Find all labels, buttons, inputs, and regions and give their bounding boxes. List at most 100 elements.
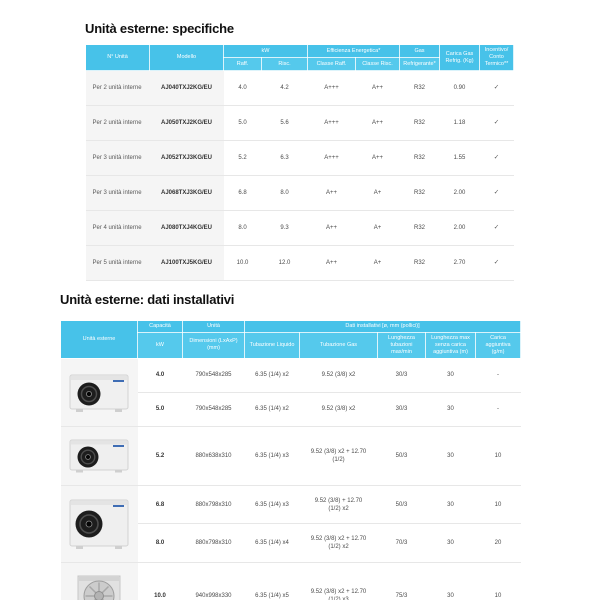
- cell-kw-risc: 8.0: [261, 175, 308, 211]
- table-row: Per 3 unità interne AJ068TXJ3KG/EU 6.8 8…: [85, 175, 514, 211]
- cell-carica-gas: 1.18: [439, 105, 480, 141]
- header-group-kw: kW: [222, 44, 309, 58]
- cell-classe-risc: A++: [355, 105, 400, 141]
- cell-carica-aggiuntiva: 10: [475, 562, 521, 600]
- cell-refrigerante: R32: [399, 245, 440, 281]
- cell-dimensioni: 790x548x285: [182, 358, 245, 393]
- header-risc: Risc.: [260, 57, 309, 71]
- table-row: 5.0 790x548x285 6.35 (1/4) x2 9.52 (3/8)…: [61, 392, 521, 427]
- table-row: 5.2 880x638x310 6.35 (1/4) x3 9.52 (3/8)…: [60, 426, 521, 486]
- cell-tubazione-gas: 9.52 (3/8) x2 + 12.70 (1/2) x3: [299, 562, 378, 600]
- cell-classe-risc: A+: [355, 210, 400, 246]
- cell-carica-aggiuntiva: 20: [475, 523, 521, 563]
- cell-carica-aggiuntiva: -: [475, 392, 521, 427]
- cell-tubazione-liquido: 6.35 (1/4) x5: [244, 562, 300, 600]
- header-carica-gas: Carica Gas Refrig. (Kg): [439, 44, 481, 71]
- checkmark-icon: ✓: [479, 245, 514, 281]
- cell-classe-raff: A++: [307, 175, 356, 211]
- header-refrigerante: Refrigerante*: [399, 57, 441, 71]
- header-group-unita: Unità: [182, 320, 245, 333]
- cell-capacita: 5.0: [137, 392, 183, 427]
- cell-tubazione-gas: 9.52 (3/8) x2: [299, 358, 378, 393]
- header-dimensioni: Dimensioni (LxAxP) (mm): [182, 332, 245, 359]
- cell-classe-raff: A+++: [307, 140, 356, 176]
- table-row: Per 5 unità interne AJ100TXJ5KG/EU 10.0 …: [85, 245, 514, 281]
- cell-capacita: 5.2: [137, 426, 183, 486]
- cell-dimensioni: 880x638x310: [182, 426, 245, 486]
- cell-carica-gas: 2.00: [439, 210, 480, 246]
- cell-lunghezza-senza-carica: 30: [425, 562, 476, 600]
- cell-tubazione-liquido: 6.35 (1/4) x4: [244, 523, 300, 563]
- cell-classe-raff: A++: [307, 245, 356, 281]
- cell-lunghezza-senza-carica: 30: [425, 523, 476, 563]
- cell-n-unita: Per 3 unità interne: [85, 140, 150, 176]
- cell-dimensioni: 880x798x310: [182, 523, 245, 563]
- table-row: Per 2 unità interne AJ040TXJ2KG/EU 4.0 4…: [85, 70, 514, 106]
- cell-capacita: 8.0: [137, 523, 183, 563]
- cell-lunghezza-tubazioni: 50/3: [377, 426, 426, 486]
- cell-modello: AJ050TXJ2KG/EU: [149, 105, 224, 141]
- cell-lunghezza-senza-carica: 30: [425, 485, 476, 525]
- cell-n-unita: Per 5 unità interne: [85, 245, 150, 281]
- cell-lunghezza-senza-carica: 30: [425, 358, 476, 393]
- table-row: Per 2 unità interne AJ050TXJ2KG/EU 5.0 5…: [85, 105, 514, 141]
- cell-classe-risc: A+: [355, 245, 400, 281]
- cell-n-unita: Per 2 unità interne: [85, 105, 150, 141]
- cell-classe-raff: A+++: [307, 105, 356, 141]
- cell-tubazione-gas: 9.52 (3/8) + 12.70 (1/2) x2: [299, 485, 378, 525]
- cell-refrigerante: R32: [399, 70, 440, 106]
- cell-kw-raff: 10.0: [223, 245, 262, 281]
- cell-modello: AJ068TXJ3KG/EU: [149, 175, 224, 211]
- header-n-unita: N° Unità: [85, 44, 150, 71]
- cell-kw-raff: 5.2: [223, 140, 262, 176]
- header-lunghezza-senza-carica: Lunghezza max senza carica aggiuntiva (m…: [425, 332, 476, 359]
- cell-kw-raff: 5.0: [223, 105, 262, 141]
- header-lunghezza-tubazioni: Lunghezza tubazioni max/min: [377, 332, 426, 359]
- section-title-dati-installativi: Unità esterne: dati installativi: [60, 292, 235, 307]
- cell-tubazione-liquido: 6.35 (1/4) x2: [244, 392, 300, 427]
- checkmark-icon: ✓: [479, 175, 514, 211]
- outdoor-unit-image: [60, 426, 138, 486]
- cell-n-unita: Per 3 unità interne: [85, 175, 150, 211]
- outdoor-unit-image: [60, 485, 138, 564]
- header-unita-esterne: Unità esterne: [60, 320, 138, 359]
- checkmark-icon: ✓: [479, 140, 514, 176]
- cell-tubazione-liquido: 6.35 (1/4) x2: [244, 358, 300, 393]
- cell-n-unita: Per 4 unità interne: [85, 210, 150, 246]
- cell-carica-gas: 1.55: [439, 140, 480, 176]
- header-kw: kW: [137, 332, 183, 359]
- cell-lunghezza-senza-carica: 30: [425, 426, 476, 486]
- cell-carica-aggiuntiva: -: [475, 358, 521, 393]
- cell-kw-risc: 12.0: [261, 245, 308, 281]
- cell-kw-risc: 4.2: [261, 70, 308, 106]
- cell-modello: AJ100TXJ5KG/EU: [149, 245, 224, 281]
- header-incentivo: Incentivo/ Conto Termico**: [479, 44, 515, 71]
- header-tubazione-gas: Tubazione Gas: [299, 332, 378, 359]
- cell-carica-gas: 2.70: [439, 245, 480, 281]
- outdoor-unit-image: [60, 358, 138, 427]
- cell-dimensioni: 790x548x285: [182, 392, 245, 427]
- checkmark-icon: ✓: [479, 210, 514, 246]
- outdoor-unit-image: [60, 562, 138, 600]
- cell-refrigerante: R32: [399, 175, 440, 211]
- cell-kw-raff: 6.8: [223, 175, 262, 211]
- cell-capacita: 4.0: [137, 358, 183, 393]
- cell-lunghezza-tubazioni: 30/3: [377, 358, 426, 393]
- cell-classe-risc: A+: [355, 175, 400, 211]
- cell-carica-aggiuntiva: 10: [475, 426, 521, 486]
- cell-lunghezza-tubazioni: 30/3: [377, 392, 426, 427]
- cell-refrigerante: R32: [399, 210, 440, 246]
- cell-lunghezza-senza-carica: 30: [425, 392, 476, 427]
- cell-carica-gas: 2.00: [439, 175, 480, 211]
- cell-tubazione-gas: 9.52 (3/8) x2: [299, 392, 378, 427]
- table-row: 10.0 940x998x330 6.35 (1/4) x5 9.52 (3/8…: [60, 562, 521, 600]
- header-group-dati-installativi: Dati installativi [ø, mm (pollici)]: [243, 320, 522, 333]
- cell-refrigerante: R32: [399, 105, 440, 141]
- cell-lunghezza-tubazioni: 50/3: [377, 485, 426, 525]
- cell-kw-risc: 5.6: [261, 105, 308, 141]
- table-row: 8.0 880x798x310 6.35 (1/4) x4 9.52 (3/8)…: [61, 523, 521, 563]
- header-classe-risc: Classe Risc.: [355, 57, 401, 71]
- table-row: Per 3 unità interne AJ052TXJ3KG/EU 5.2 6…: [85, 140, 514, 176]
- header-modello: Modello: [149, 44, 224, 71]
